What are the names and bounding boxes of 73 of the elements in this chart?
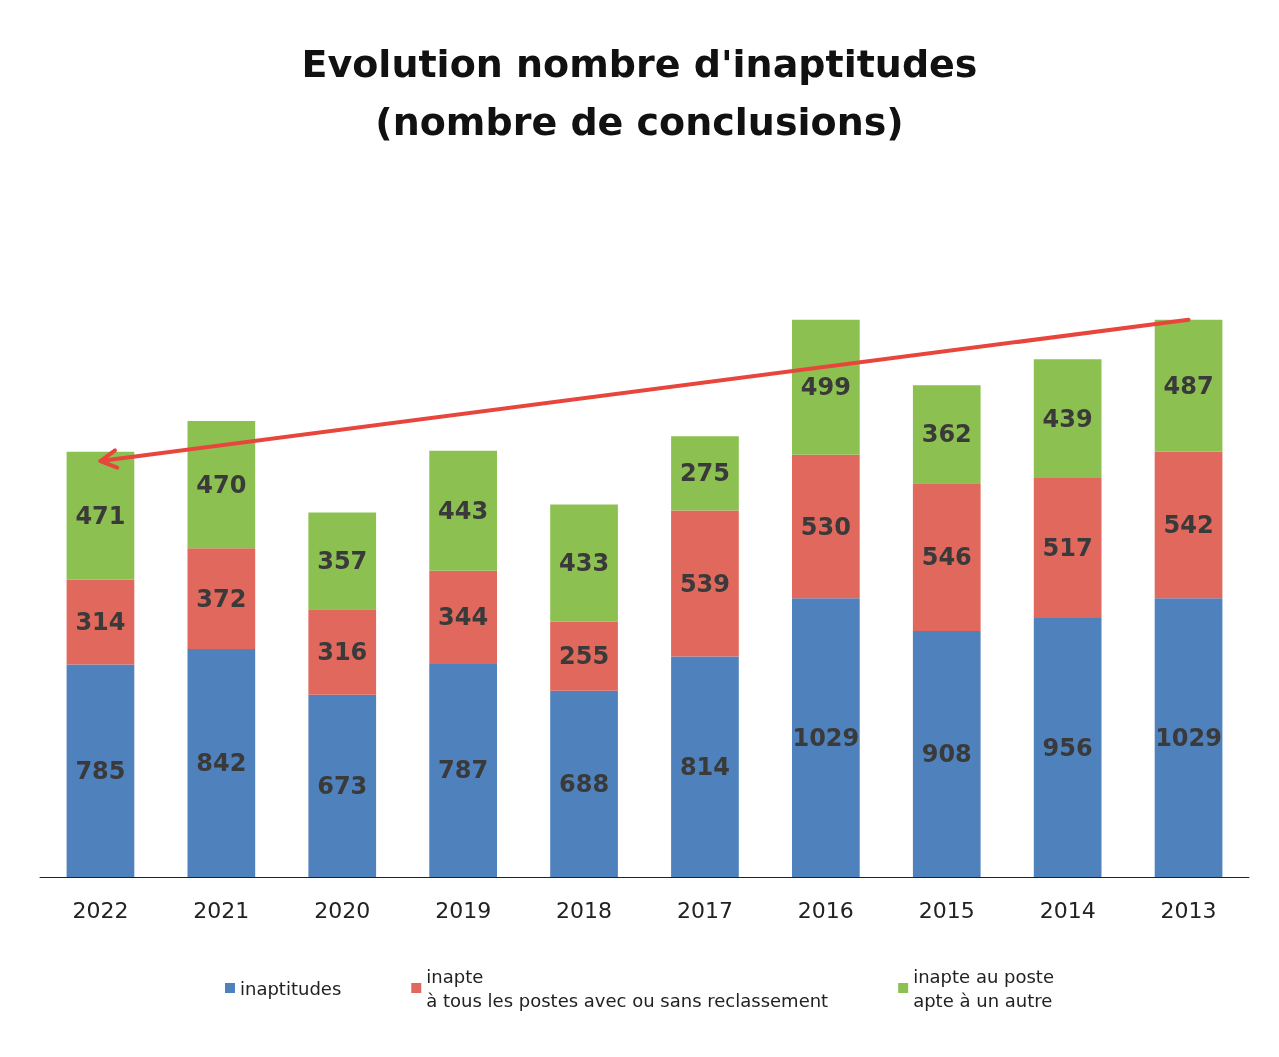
data-label: 362 bbox=[921, 420, 972, 449]
x-tick-label: 2021 bbox=[193, 897, 250, 923]
legend-label: inapte à tous les postes avec ou sans reclassement bbox=[426, 965, 829, 1011]
bar bbox=[308, 694, 377, 877]
text: Evolution nombre d'inaptitudes (nombre de conclusions) bbox=[301, 42, 978, 144]
bar bbox=[1033, 478, 1102, 619]
bar bbox=[187, 548, 256, 649]
x-tick-label: 2018 bbox=[556, 897, 613, 923]
bar bbox=[308, 609, 377, 695]
x-tick-label: 2022 bbox=[72, 897, 129, 923]
data-label: 344 bbox=[438, 603, 489, 632]
data-label: 471 bbox=[75, 501, 126, 530]
bar bbox=[66, 451, 135, 580]
bar bbox=[1154, 319, 1223, 452]
bar bbox=[66, 579, 135, 665]
bar bbox=[671, 656, 739, 877]
x-tick-label: 2013 bbox=[1160, 897, 1217, 923]
bar bbox=[671, 436, 739, 511]
x-tick-label: 2014 bbox=[1039, 897, 1096, 923]
data-label: 539 bbox=[679, 569, 730, 598]
data-label: 487 bbox=[1163, 371, 1214, 400]
bar bbox=[912, 631, 981, 877]
bar bbox=[187, 648, 256, 877]
data-label: 316 bbox=[317, 637, 368, 666]
bar bbox=[792, 319, 860, 455]
x-tick-label: 2016 bbox=[797, 897, 854, 923]
bar bbox=[429, 450, 497, 571]
bar bbox=[912, 385, 981, 484]
bar bbox=[550, 690, 618, 877]
bar bbox=[429, 663, 497, 877]
data-label: 439 bbox=[1042, 404, 1093, 433]
data-label: 470 bbox=[196, 470, 247, 499]
data-label: 673 bbox=[317, 771, 368, 800]
data-label: 956 bbox=[1042, 733, 1093, 762]
data-label: 255 bbox=[559, 642, 610, 671]
data-label: 499 bbox=[800, 373, 851, 402]
data-label: 814 bbox=[679, 752, 730, 781]
bar bbox=[671, 510, 739, 657]
bar bbox=[429, 570, 497, 664]
bar bbox=[308, 512, 377, 610]
data-label: 542 bbox=[1163, 510, 1214, 539]
x-tick-label: 2019 bbox=[435, 897, 492, 923]
x-tick-label: 2017 bbox=[676, 897, 733, 923]
bar bbox=[1154, 451, 1223, 599]
legend-label: inaptitudes bbox=[240, 977, 342, 999]
data-label: 785 bbox=[75, 756, 126, 785]
data-label: 275 bbox=[679, 459, 730, 488]
data-label: 787 bbox=[438, 756, 489, 785]
data-label: 314 bbox=[75, 607, 126, 636]
data-label: 443 bbox=[438, 496, 489, 525]
x-tick-label: 2015 bbox=[918, 897, 975, 923]
bar bbox=[1033, 618, 1102, 877]
data-label: 1029 bbox=[1155, 723, 1222, 752]
data-label: 433 bbox=[559, 549, 610, 578]
data-label: 688 bbox=[559, 769, 610, 798]
data-label: 842 bbox=[196, 748, 247, 777]
bar bbox=[550, 504, 618, 622]
bar bbox=[792, 454, 860, 599]
legend-label: inapte au poste apte à un autre bbox=[913, 965, 1054, 1011]
bar bbox=[1154, 598, 1223, 877]
data-label: 530 bbox=[800, 512, 851, 541]
x-tick-label: 2020 bbox=[314, 897, 371, 923]
data-label: 908 bbox=[921, 740, 972, 769]
bar bbox=[1033, 359, 1102, 479]
bar bbox=[912, 483, 981, 632]
data-label: 1029 bbox=[792, 723, 860, 752]
data-label: 357 bbox=[317, 546, 368, 575]
data-label: 517 bbox=[1042, 534, 1093, 563]
data-label: 546 bbox=[921, 543, 972, 572]
bar bbox=[66, 664, 135, 877]
bar bbox=[792, 598, 860, 877]
bar bbox=[187, 420, 256, 549]
data-label: 372 bbox=[196, 584, 247, 613]
